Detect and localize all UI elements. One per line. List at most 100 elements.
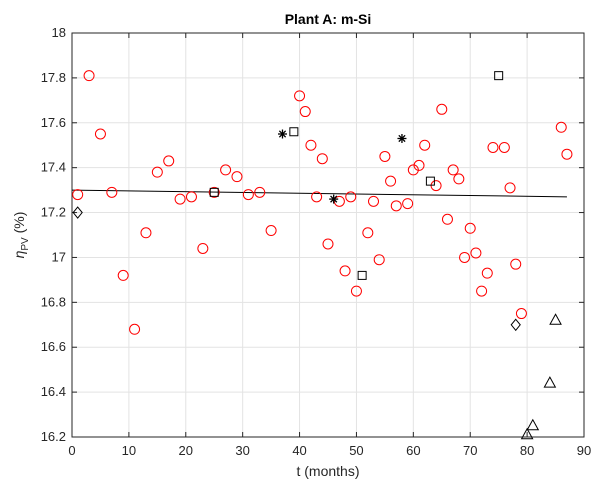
y-axis-label-unit: (%): [11, 212, 27, 238]
circle-point: [402, 198, 414, 210]
x-tick-label: 80: [520, 443, 534, 458]
circle-point: [350, 285, 362, 297]
circle-point: [339, 265, 351, 277]
circle-point: [333, 195, 345, 207]
y-tick-label: 17.8: [41, 70, 66, 85]
chart-title: Plant A: m-Si: [285, 11, 372, 27]
circle-point: [476, 285, 488, 297]
triangle-point: [526, 418, 540, 431]
circle-point: [311, 191, 323, 203]
circle-point: [413, 159, 425, 171]
circle-point: [441, 213, 453, 225]
x-tick-label: 0: [68, 443, 75, 458]
y-axis-ticks: 16.2 16.4 16.6 16.8 17 17.2 17.4 17.6 17.8 18: [41, 25, 584, 444]
x-axis-ticks: 0 10 20 30 40 50 60 70 80 90: [68, 33, 591, 458]
circle-point: [561, 148, 573, 160]
trend-line: [71, 189, 567, 198]
circle-point: [140, 227, 152, 239]
circle-point: [515, 308, 527, 320]
y-tick-label: 16.6: [41, 339, 66, 354]
data-points: [72, 70, 573, 440]
x-axis-label: t (months): [296, 463, 359, 479]
square-point: [209, 187, 219, 197]
circle-point: [373, 254, 385, 266]
x-tick-label: 10: [122, 443, 136, 458]
y-tick-label: 17: [52, 249, 66, 264]
circle-point: [163, 155, 175, 167]
y-axis-label-sub: PV: [20, 237, 31, 251]
y-tick-label: 16.4: [41, 384, 66, 399]
circle-point: [322, 238, 334, 250]
circle-point: [453, 173, 465, 185]
circle-point: [231, 171, 243, 183]
circle-point: [299, 106, 311, 118]
circle-point: [487, 141, 499, 153]
circle-point: [254, 186, 266, 198]
y-axis-label: ηPV (%): [11, 212, 31, 259]
circle-point: [498, 141, 510, 153]
x-tick-label: 50: [349, 443, 363, 458]
y-tick-label: 16.8: [41, 294, 66, 309]
triangle-point: [549, 313, 562, 325]
circle-point: [185, 191, 197, 203]
circle-point: [94, 128, 106, 140]
circle-point: [305, 139, 317, 151]
y-tick-label: 16.2: [41, 429, 66, 444]
circle-point: [419, 139, 431, 151]
circle-point: [151, 166, 163, 178]
triangle-point: [520, 427, 534, 440]
x-tick-label: 20: [179, 443, 193, 458]
asterisk-point: [397, 133, 407, 143]
circle-point: [470, 247, 482, 259]
circle-point: [447, 164, 459, 176]
square-point: [357, 270, 367, 280]
circle-point: [242, 189, 254, 201]
square-point: [425, 176, 435, 186]
diamond-point: [72, 206, 83, 219]
triangle-point: [543, 376, 557, 388]
x-tick-label: 90: [577, 443, 591, 458]
circle-point: [316, 153, 328, 165]
circle-point: [464, 222, 476, 234]
circle-point: [117, 269, 129, 281]
asterisk-point: [329, 194, 339, 204]
y-tick-label: 17.4: [41, 160, 66, 175]
circle-point: [481, 267, 493, 279]
diamond-point: [510, 318, 521, 332]
x-tick-label: 70: [463, 443, 477, 458]
circle-point: [368, 195, 380, 207]
x-tick-label: 40: [292, 443, 306, 458]
circle-point: [510, 258, 522, 270]
y-tick-label: 18: [52, 25, 66, 40]
asterisk-point: [277, 129, 287, 139]
circle-point: [345, 191, 357, 203]
circle-point: [390, 200, 402, 212]
square-point: [494, 71, 504, 81]
y-tick-label: 17.6: [41, 115, 66, 130]
y-axis-label-main: η: [11, 250, 27, 258]
x-tick-label: 30: [235, 443, 249, 458]
circle-point: [265, 225, 277, 237]
circle-point: [83, 70, 95, 82]
circle-point: [504, 182, 516, 194]
square-point: [289, 127, 299, 137]
circle-point: [436, 103, 448, 115]
circle-point: [362, 227, 374, 239]
circle-point: [555, 121, 567, 133]
circle-point: [208, 186, 220, 198]
circle-point: [106, 186, 118, 198]
circle-point: [385, 175, 397, 187]
circle-point: [379, 150, 391, 162]
plot-frame: [71, 32, 585, 438]
circle-point: [459, 251, 471, 263]
y-tick-label: 17.2: [41, 205, 66, 220]
circle-point: [220, 164, 232, 176]
circle-point: [174, 193, 186, 205]
circle-point: [294, 90, 306, 102]
circle-point: [72, 189, 84, 201]
circle-point: [129, 323, 141, 335]
x-tick-label: 60: [406, 443, 420, 458]
circle-point: [197, 242, 209, 254]
